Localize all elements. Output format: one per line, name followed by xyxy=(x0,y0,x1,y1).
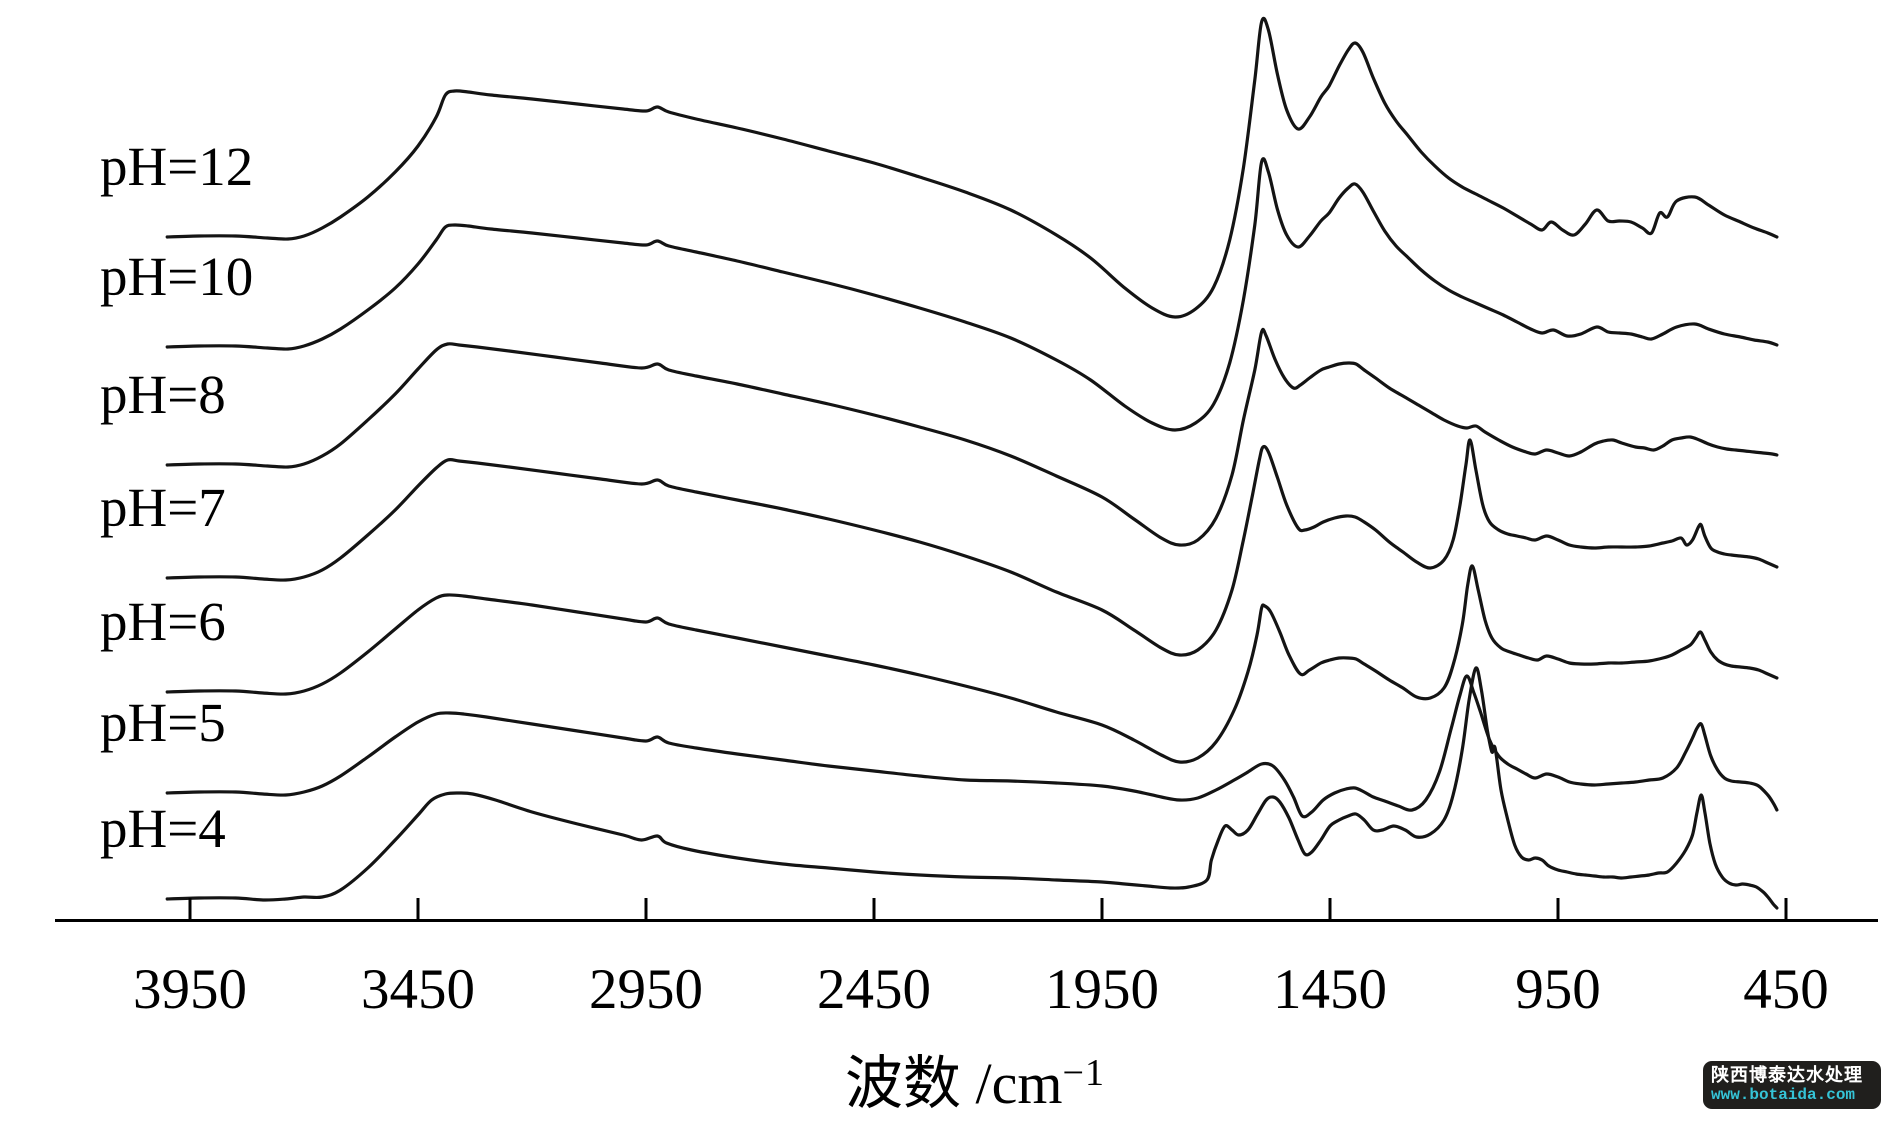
series-labels: pH=12 pH=10 pH=8 pH=7 pH=6 pH=5 pH=4 xyxy=(100,136,253,859)
spectrum-curve-pH-6 xyxy=(165,564,1779,764)
spectrum-curve-pH-4 xyxy=(165,666,1779,910)
x-axis-title-exponent: −1 xyxy=(1062,1052,1105,1094)
x-tick-label-1450: 1450 xyxy=(1273,958,1387,1021)
spectrum-curve-pH-8 xyxy=(165,327,1779,547)
spectrum-curve-pH-5 xyxy=(165,674,1779,819)
x-axis-tick-labels: 3950 3450 2950 2450 1950 1450 950 450 xyxy=(133,958,1829,1021)
watermark-badge: 陕西博泰达水处理 www.botaida.com xyxy=(1703,1061,1881,1110)
x-tick-label-1950: 1950 xyxy=(1045,958,1159,1021)
series-label-pH-5: pH=5 xyxy=(100,692,226,753)
spectra-curves xyxy=(165,16,1779,910)
series-label-pH-10: pH=10 xyxy=(100,246,253,307)
x-tick-label-3450: 3450 xyxy=(361,958,475,1021)
series-label-pH-8: pH=8 xyxy=(100,364,226,425)
x-tick-label-3950: 3950 xyxy=(133,958,247,1021)
spectrum-curve-pH-10 xyxy=(165,157,1779,432)
spectrum-curve-pH-7 xyxy=(165,438,1779,657)
x-tick-label-950: 950 xyxy=(1515,958,1601,1021)
x-axis-title: 波数 /cm−1 xyxy=(845,1036,1105,1120)
x-axis-ticks xyxy=(188,898,1788,921)
x-tick-label-2950: 2950 xyxy=(589,958,703,1021)
spectrum-curve-pH-12 xyxy=(165,16,1779,319)
series-label-pH-4: pH=4 xyxy=(100,798,226,859)
watermark-company-name: 陕西博泰达水处理 xyxy=(1711,1065,1863,1085)
series-label-pH-12: pH=12 xyxy=(100,136,253,197)
x-tick-label-2450: 2450 xyxy=(817,958,931,1021)
watermark-url[interactable]: www.botaida.com xyxy=(1711,1085,1856,1104)
x-axis-title-text: 波数 /cm xyxy=(845,1051,1063,1116)
series-label-pH-6: pH=6 xyxy=(100,591,226,652)
series-label-pH-7: pH=7 xyxy=(100,477,226,538)
x-tick-label-450: 450 xyxy=(1743,958,1829,1021)
